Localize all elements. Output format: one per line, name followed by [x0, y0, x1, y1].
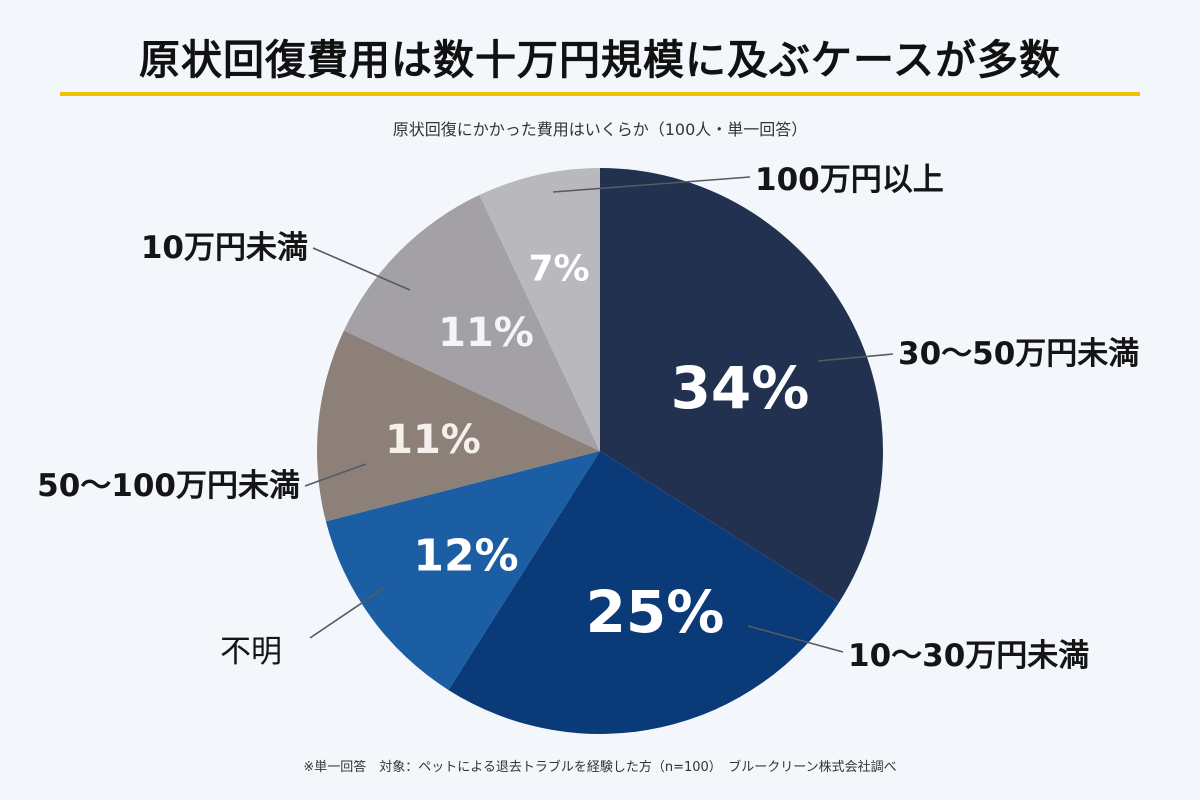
slice-value-label: 11% [385, 417, 481, 463]
leader-line [309, 587, 385, 639]
leader-line [552, 176, 751, 193]
footer-note: ※単一回答 対象：ペットによる退去トラブルを経験した方（n=100） ブルークリ… [303, 760, 897, 775]
slice-category-label: 10〜30万円未満 [848, 638, 1089, 674]
slice-category-label: 10万円未満 [141, 230, 308, 266]
pie-slice [448, 451, 839, 734]
pie-slice [316, 330, 600, 522]
leader-line [747, 625, 844, 653]
leader-line [817, 353, 894, 362]
slice-category-label: 30〜50万円未満 [898, 336, 1139, 372]
pie-slice [343, 194, 600, 451]
slice-value-label: 12% [413, 531, 518, 582]
chart-subtitle: 原状回復にかかった費用はいくらか（100人・単一回答） [392, 120, 808, 139]
title-underline [60, 92, 1140, 96]
slice-category-label: 50〜100万円未満 [37, 468, 300, 504]
chart-title: 原状回復費用は数十万円規模に及ぶケースが多数 [139, 36, 1061, 84]
slice-value-label: 7% [528, 249, 589, 290]
slice-category-label: 100万円以上 [755, 162, 944, 198]
slice-category-label: 不明 [220, 634, 282, 670]
leader-line [312, 247, 411, 291]
slice-value-label: 11% [438, 310, 534, 356]
slice-value-label: 25% [586, 578, 725, 646]
pie-slice [600, 168, 883, 603]
leader-line [304, 463, 367, 487]
pie-slice [479, 168, 600, 451]
pie-slice [325, 451, 600, 690]
slice-value-label: 34% [671, 354, 810, 422]
